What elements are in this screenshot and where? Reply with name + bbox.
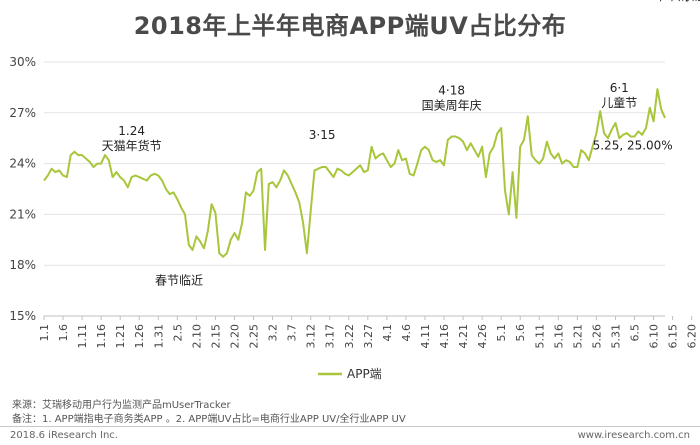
annotation-tmall: 天猫年货节 [102,138,162,153]
x-tick-label: 3.22 [343,324,356,349]
x-tick-label: 2.10 [190,324,203,349]
x-tick-label: 2.15 [209,324,222,349]
x-tick-label: 1.31 [152,324,165,349]
x-tick-label: 6.20 [686,324,699,349]
chart-title: 2018年上半年电商APP端UV占比分布 [133,12,567,40]
x-tick-label: 1.21 [114,324,127,349]
annotation-kids: 儿童节 [601,95,637,110]
annotation-tmall: 1.24 [118,124,145,138]
annotation-d619v: 6.19, [686,0,700,3]
x-tick-label: 6.10 [648,324,661,349]
footer-bar: 2018.6 iResearch Inc. www.iresearch.com.… [0,426,700,445]
x-tick-label: 4.21 [457,324,470,349]
y-tick-label: 30% [9,55,36,69]
annotation-d618: 6·18 [671,0,698,3]
x-tick-label: 4.26 [476,324,489,349]
x-tick-label: 3.2 [267,324,280,342]
x-tick-label: 5.26 [590,324,603,349]
y-tick-label: 21% [9,207,36,221]
line-chart: 15% 18% 21% 24% 27% 30% 1.1 1.6 1.11 1.16 1.21 1.26… [9,0,700,381]
legend-label: APP端 [347,367,382,381]
annotation-d619v: 27.18% [678,0,700,3]
annotation-d618v: 6.18, 28.38% [658,0,700,3]
x-tick-label: 2.5 [171,324,184,342]
x-tick-label: 4.16 [438,324,451,349]
website-text: www.iresearch.com.cn [577,430,690,441]
y-tick-label: 24% [9,157,36,171]
x-tick-label: 5.31 [609,324,622,349]
x-tick-label: 1.26 [133,324,146,349]
annotation-d525: 5.25, 25.00% [593,139,673,153]
series-line-app [43,88,666,258]
x-tick-label: 5.11 [533,324,546,349]
x-tick-label: 1.11 [76,324,89,349]
remark-note: 备注：1. APP端指电子商务类APP 。2. APP端UV占比=电商行业APP… [12,414,406,425]
x-tick-label: 6.15 [667,324,680,349]
x-tick-label: 3.17 [324,324,337,349]
annotation-gome: 4·18 [438,84,465,98]
x-tick-label: 5.6 [514,324,527,342]
x-tick-label: 5.16 [552,324,565,349]
annotation-kids: 6·1 [610,81,629,95]
x-tick-label: 3.7 [286,324,299,342]
annotation-d618: 年中购物节 [654,0,700,3]
x-tick-label: 3.27 [362,324,375,349]
annotation-d315: 3·15 [309,128,336,142]
y-tick-label: 18% [9,258,36,272]
x-tick-label: 6.5 [629,324,642,342]
x-tick-label: 2.20 [228,324,241,349]
x-tick-label: 5.21 [571,324,584,349]
x-tick-label: 1.6 [57,324,70,342]
y-tick-label: 15% [9,309,36,323]
x-tick-label: 4.1 [381,324,394,342]
source-note: 来源：艾瑞移动用户行为监测产品mUserTracker [12,400,231,411]
x-tick-label: 1.16 [95,324,108,349]
x-tick-label: 1.1 [38,324,51,342]
annotation-gome: 国美周年庆 [422,99,482,113]
x-tick-label: 2.25 [248,324,261,349]
x-tick-label: 3.12 [305,324,318,349]
y-tick-label: 27% [9,106,36,120]
copyright-text: 2018.6 iResearch Inc. [10,430,118,441]
x-tick-label: 4.6 [400,324,413,342]
annotation-spring: 春节临近 [155,273,203,287]
x-tick-label: 5.1 [495,324,508,342]
x-tick-label: 4.11 [419,324,432,349]
